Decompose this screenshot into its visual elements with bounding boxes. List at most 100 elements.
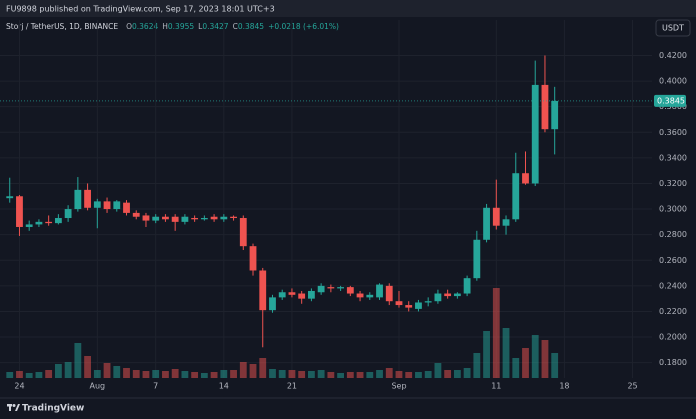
volume-bar <box>54 364 62 378</box>
candle-body <box>171 216 179 222</box>
volume-bar <box>541 340 549 378</box>
volume-bar <box>385 368 393 378</box>
y-tick-label: 0.3200 <box>659 179 687 188</box>
candle-body <box>502 219 510 226</box>
candle-body <box>249 246 257 271</box>
y-tick-label: 0.4200 <box>659 51 687 60</box>
header: FU9898 published on TradingView.com, Sep… <box>6 5 275 14</box>
volume-bar <box>249 364 257 378</box>
footer-brand: TradingView <box>22 404 84 414</box>
candle-body <box>162 216 169 220</box>
candle-body <box>259 270 267 311</box>
x-tick-label: 24 <box>14 382 24 391</box>
candle-body <box>123 202 130 213</box>
volume-bar <box>405 372 413 378</box>
x-tick-label: Sep <box>391 382 406 391</box>
volume-bar <box>45 370 53 378</box>
volume <box>6 288 559 378</box>
legend-field-label: L <box>198 22 203 31</box>
volume-bar <box>395 371 403 378</box>
y-tick-label: 0.1800 <box>659 358 687 367</box>
candle-body <box>103 201 111 210</box>
candle-body <box>25 224 33 227</box>
candle-body <box>512 173 520 220</box>
y-tick-label: 0.2200 <box>659 307 687 316</box>
volume-bar <box>356 372 364 378</box>
volume-bar <box>473 353 481 378</box>
volume-bar <box>171 369 179 378</box>
volume-bar <box>93 370 101 378</box>
volume-bar <box>16 371 23 378</box>
volume-bar <box>84 356 91 378</box>
candle-body <box>45 221 53 224</box>
logo <box>7 404 20 411</box>
volume-bar <box>142 371 150 378</box>
candle-body <box>551 100 559 130</box>
candle-body <box>463 278 471 294</box>
candle-body <box>298 293 306 299</box>
candle-body <box>346 287 354 294</box>
candle-body <box>191 218 199 220</box>
volume-bar <box>522 348 529 378</box>
candle-body <box>6 196 14 199</box>
candle-body <box>239 218 247 247</box>
currency-box[interactable] <box>655 19 691 37</box>
volume-bar <box>483 331 490 378</box>
last-price-label: 0.3845 <box>657 96 685 105</box>
legend-field-value: 0.3955 <box>168 22 194 31</box>
volume-bar <box>444 370 452 378</box>
volume-bar <box>434 363 442 378</box>
candle-body <box>366 294 374 298</box>
candle-body <box>220 216 228 220</box>
candle-body <box>395 301 403 306</box>
candle-body <box>453 293 461 297</box>
volume-bar <box>25 373 33 378</box>
volume-bar <box>35 372 43 378</box>
candle-body <box>210 216 218 220</box>
y-tick-label: 0.2800 <box>659 230 687 239</box>
volume-bar <box>346 372 354 378</box>
volume-bar <box>64 362 72 378</box>
x-tick-label: 14 <box>219 382 229 391</box>
candle-body <box>181 216 189 222</box>
volume-bar <box>6 372 14 378</box>
last-price-box <box>654 94 686 107</box>
candle-body <box>424 301 432 303</box>
candle-body <box>132 212 140 217</box>
candle-body <box>444 293 452 297</box>
volume-bar <box>220 370 228 378</box>
volume-bar <box>288 370 296 378</box>
volume-bar <box>512 358 520 378</box>
volume-bar <box>113 366 121 378</box>
candle-body <box>356 293 364 298</box>
candle-body <box>385 285 393 302</box>
y-tick-label: 0.3400 <box>659 153 687 162</box>
legend: Storj / TetherUS, 1D, BINANCE O0.3624 H0.3… <box>6 22 339 31</box>
volume-bar <box>259 358 267 378</box>
volume-bar <box>278 370 286 378</box>
candle-body <box>269 297 276 311</box>
currency[interactable]: USDT <box>662 24 684 33</box>
candle-body <box>74 189 82 210</box>
candle-body <box>337 287 345 289</box>
candle-body <box>84 189 91 208</box>
y-tick-label: 0.3600 <box>659 128 687 137</box>
candle-body <box>54 218 62 224</box>
candle-body <box>531 84 539 184</box>
y-tick-label: 0.2600 <box>659 256 687 265</box>
volume-bar <box>181 371 189 378</box>
candle-body <box>434 293 442 302</box>
x-tick-label: 21 <box>287 382 297 391</box>
volume-bar <box>531 335 539 378</box>
volume-bar <box>298 371 306 378</box>
legend-field-label: H <box>162 22 168 31</box>
volume-bar <box>162 371 169 378</box>
volume-bar <box>327 372 335 378</box>
x-tick-label: Aug <box>90 382 106 391</box>
candle-body <box>327 287 335 289</box>
legend-field-label: C <box>233 22 238 31</box>
candle-body <box>230 216 237 219</box>
volume-bar <box>269 369 276 378</box>
volume-bar <box>453 370 461 378</box>
